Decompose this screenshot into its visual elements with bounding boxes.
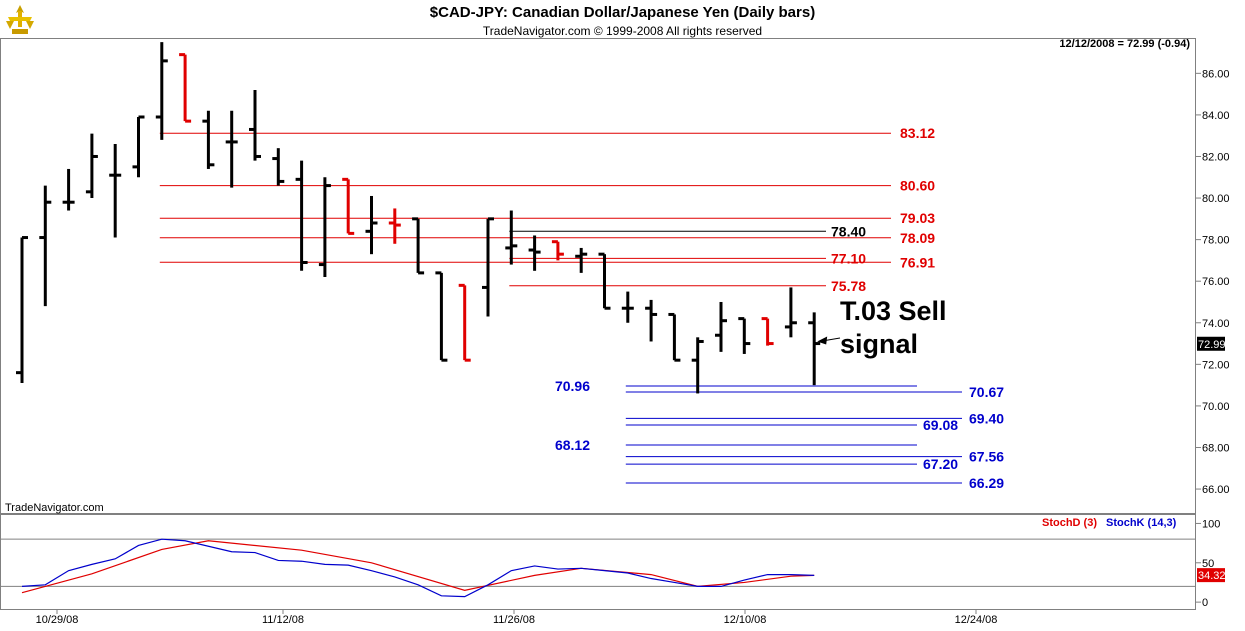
level-label: 66.29 — [969, 475, 1004, 491]
price-bar — [249, 89, 261, 161]
price-tick-label: 84.00 — [1202, 110, 1230, 122]
price-bar — [621, 291, 634, 323]
stoch-value-tag: 34.32 — [1198, 570, 1226, 582]
level-label: 80.60 — [900, 178, 935, 194]
price-bar — [318, 177, 331, 278]
price-bar — [272, 148, 285, 186]
price-bar — [458, 283, 471, 362]
price-tick-label: 78.00 — [1202, 235, 1230, 247]
price-bar — [691, 337, 704, 394]
price-bar — [738, 317, 751, 354]
price-bar — [202, 110, 215, 169]
price-tick-label: 82.00 — [1202, 151, 1230, 163]
copyright-notice: TradeNavigator.com © 1999-2008 All right… — [482, 24, 763, 38]
level-label: 67.20 — [923, 456, 958, 472]
price-bar — [761, 317, 774, 346]
date-tick-label: 10/29/08 — [36, 614, 79, 626]
level-label: 68.12 — [555, 437, 590, 453]
price-bar — [39, 185, 52, 307]
legend-stochk: StochK (14,3) — [1106, 517, 1177, 529]
stoch-tick-label: 0 — [1202, 597, 1208, 609]
price-bar — [575, 247, 588, 273]
price-bar — [598, 252, 611, 310]
price-bar — [505, 210, 518, 265]
price-bar — [551, 240, 564, 261]
logo-icon — [4, 3, 36, 37]
price-bar — [85, 133, 98, 199]
level-label: 78.40 — [831, 223, 866, 239]
price-bar — [179, 53, 192, 123]
price-bar — [365, 195, 378, 255]
price-bar — [645, 299, 658, 342]
date-tick-label: 12/10/08 — [724, 614, 767, 626]
date-tick-label: 11/26/08 — [493, 614, 535, 626]
chart-title: $CAD-JPY: Canadian Dollar/Japanese Yen (… — [429, 4, 816, 21]
annotation-line-1: T.03 Sell — [840, 296, 947, 326]
price-tick-label: 72.00 — [1202, 359, 1230, 371]
price-bar — [388, 208, 401, 244]
date-tick-label: 11/12/08 — [262, 614, 304, 626]
price-bar — [155, 42, 168, 140]
watermark: TradeNavigator.com — [5, 502, 104, 514]
price-tick-label: 68.00 — [1202, 442, 1230, 454]
price-bar — [62, 168, 75, 211]
price-bar — [668, 312, 681, 362]
level-label: 70.96 — [555, 378, 590, 394]
level-label: 76.91 — [900, 254, 935, 270]
price-tick-label: 86.00 — [1202, 68, 1230, 80]
stochk-line — [21, 538, 815, 598]
level-label: 78.09 — [900, 230, 935, 246]
annotation-arrow — [825, 337, 841, 342]
price-bar — [342, 177, 355, 235]
legend-stochd: StochD (3) — [1042, 517, 1097, 529]
price-bar — [808, 312, 821, 386]
stochd-line — [21, 540, 815, 594]
level-label: 67.56 — [969, 449, 1004, 465]
price-bar — [784, 287, 797, 338]
price-bar — [715, 301, 727, 352]
last-price-tag-box — [1197, 336, 1225, 351]
level-label: 75.78 — [831, 278, 866, 294]
level-label: 69.40 — [969, 410, 1004, 426]
stoch-value-tag-box — [1197, 568, 1225, 583]
level-label: 83.12 — [900, 125, 935, 141]
stochastic-panel[interactable] — [0, 514, 1196, 610]
sell-signal-annotation: T.03 Sell signal — [817, 296, 947, 359]
price-bar — [528, 235, 541, 271]
price-bar — [295, 160, 308, 271]
price-tick-label: 76.00 — [1202, 276, 1230, 288]
annotation-line-2: signal — [840, 329, 918, 359]
price-tick-label: 80.00 — [1202, 193, 1230, 205]
price-panel[interactable] — [0, 38, 1196, 514]
price-bar — [412, 217, 425, 275]
level-label: 69.08 — [923, 417, 958, 433]
last-price-tag: 72.99 — [1198, 339, 1226, 351]
stoch-tick-label: 50 — [1202, 558, 1214, 570]
level-label: 79.03 — [900, 210, 935, 226]
price-bar — [482, 217, 494, 317]
price-bar — [132, 115, 145, 178]
last-price-label: 12/12/2008 = 72.99 (-0.94) — [1059, 38, 1190, 50]
price-bar — [16, 236, 28, 384]
price-tick-label: 70.00 — [1202, 401, 1230, 413]
stoch-tick-label: 100 — [1202, 518, 1220, 530]
annotation-arrowhead — [817, 336, 828, 345]
date-tick-label: 12/24/08 — [955, 614, 998, 626]
price-bar — [225, 110, 238, 188]
price-tick-label: 66.00 — [1202, 484, 1230, 496]
level-label: 77.10 — [831, 250, 866, 266]
price-bar — [109, 144, 122, 238]
price-tick-label: 74.00 — [1202, 318, 1230, 330]
level-label: 70.67 — [969, 384, 1004, 400]
price-bar — [435, 271, 448, 362]
